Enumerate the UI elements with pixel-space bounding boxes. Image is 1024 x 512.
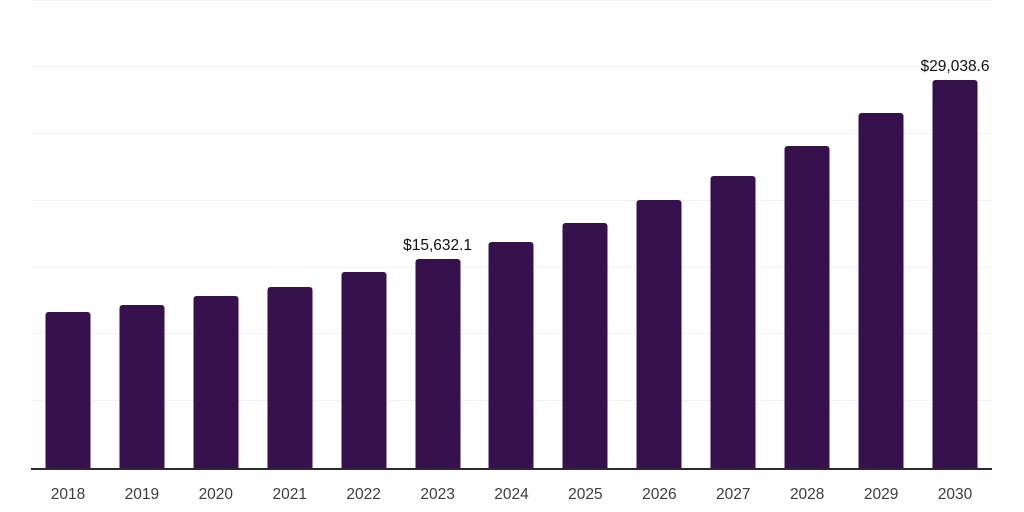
bar-2029 (858, 113, 904, 468)
bar-2024 (488, 242, 534, 468)
bar-column-2020 (179, 2, 253, 468)
x-tick-label-2028: 2028 (789, 486, 825, 503)
x-tick-label-2025: 2025 (568, 486, 603, 503)
x-tick-label-2020: 2020 (198, 486, 234, 503)
bar-2028 (784, 146, 830, 468)
x-tick-label-2030: 2030 (937, 486, 973, 503)
bar-column-2029 (844, 2, 918, 468)
bar-2019 (119, 305, 165, 468)
bar-2030 (932, 80, 978, 468)
x-axis-labels: 2018 2019 2020 2021 2022 2023 2024 2025 2026 2027… (31, 486, 992, 503)
plot-area: $15,632.1 $29,038.6 (31, 0, 992, 470)
gridline-20000 (31, 199, 992, 201)
bar-column-2025 (548, 2, 622, 468)
bar-2025 (562, 222, 608, 468)
x-tick-label-2029: 2029 (863, 486, 899, 503)
bar-value-label-2030: $29,038.6 (920, 57, 990, 75)
bar-column-2030: $29,038.6 (918, 2, 992, 468)
bar-2022 (341, 272, 387, 468)
x-tick-label-2021: 2021 (272, 486, 307, 503)
gridline-30000 (31, 66, 992, 68)
x-tick-label-2026: 2026 (642, 486, 677, 503)
bar-column-2019 (105, 2, 179, 468)
bar-column-2023: $15,632.1 (401, 2, 475, 468)
bar-column-2028 (770, 2, 844, 468)
bar-column-2018 (31, 2, 105, 468)
gridline-25000 (31, 133, 992, 135)
x-tick-label-2019: 2019 (124, 486, 160, 503)
bar-column-2021 (253, 2, 327, 468)
bar-column-2022 (327, 2, 401, 468)
bar-column-2026 (622, 2, 696, 468)
gridline-35000 (31, 0, 992, 1)
bar-2026 (636, 200, 682, 468)
x-tick-label-2027: 2027 (716, 486, 751, 503)
bar-2018 (45, 311, 91, 468)
bar-column-2027 (696, 2, 770, 468)
bar-value-label-2023: $15,632.1 (403, 236, 473, 254)
x-tick-label-2023: 2023 (420, 486, 455, 503)
x-tick-label-2024: 2024 (494, 486, 529, 503)
bar-column-2024 (475, 2, 549, 468)
bar-2021 (267, 287, 313, 468)
bar-2023 (415, 259, 461, 468)
x-tick-label-2018: 2018 (50, 486, 86, 503)
x-tick-label-2022: 2022 (346, 486, 381, 503)
bar-2020 (193, 296, 239, 468)
bars: $15,632.1 $29,038.6 (31, 2, 992, 468)
bar-chart: $15,632.1 $29,038.6 2018 2019 2020 2021 2022 2… (31, 0, 992, 512)
bar-2027 (710, 176, 756, 468)
